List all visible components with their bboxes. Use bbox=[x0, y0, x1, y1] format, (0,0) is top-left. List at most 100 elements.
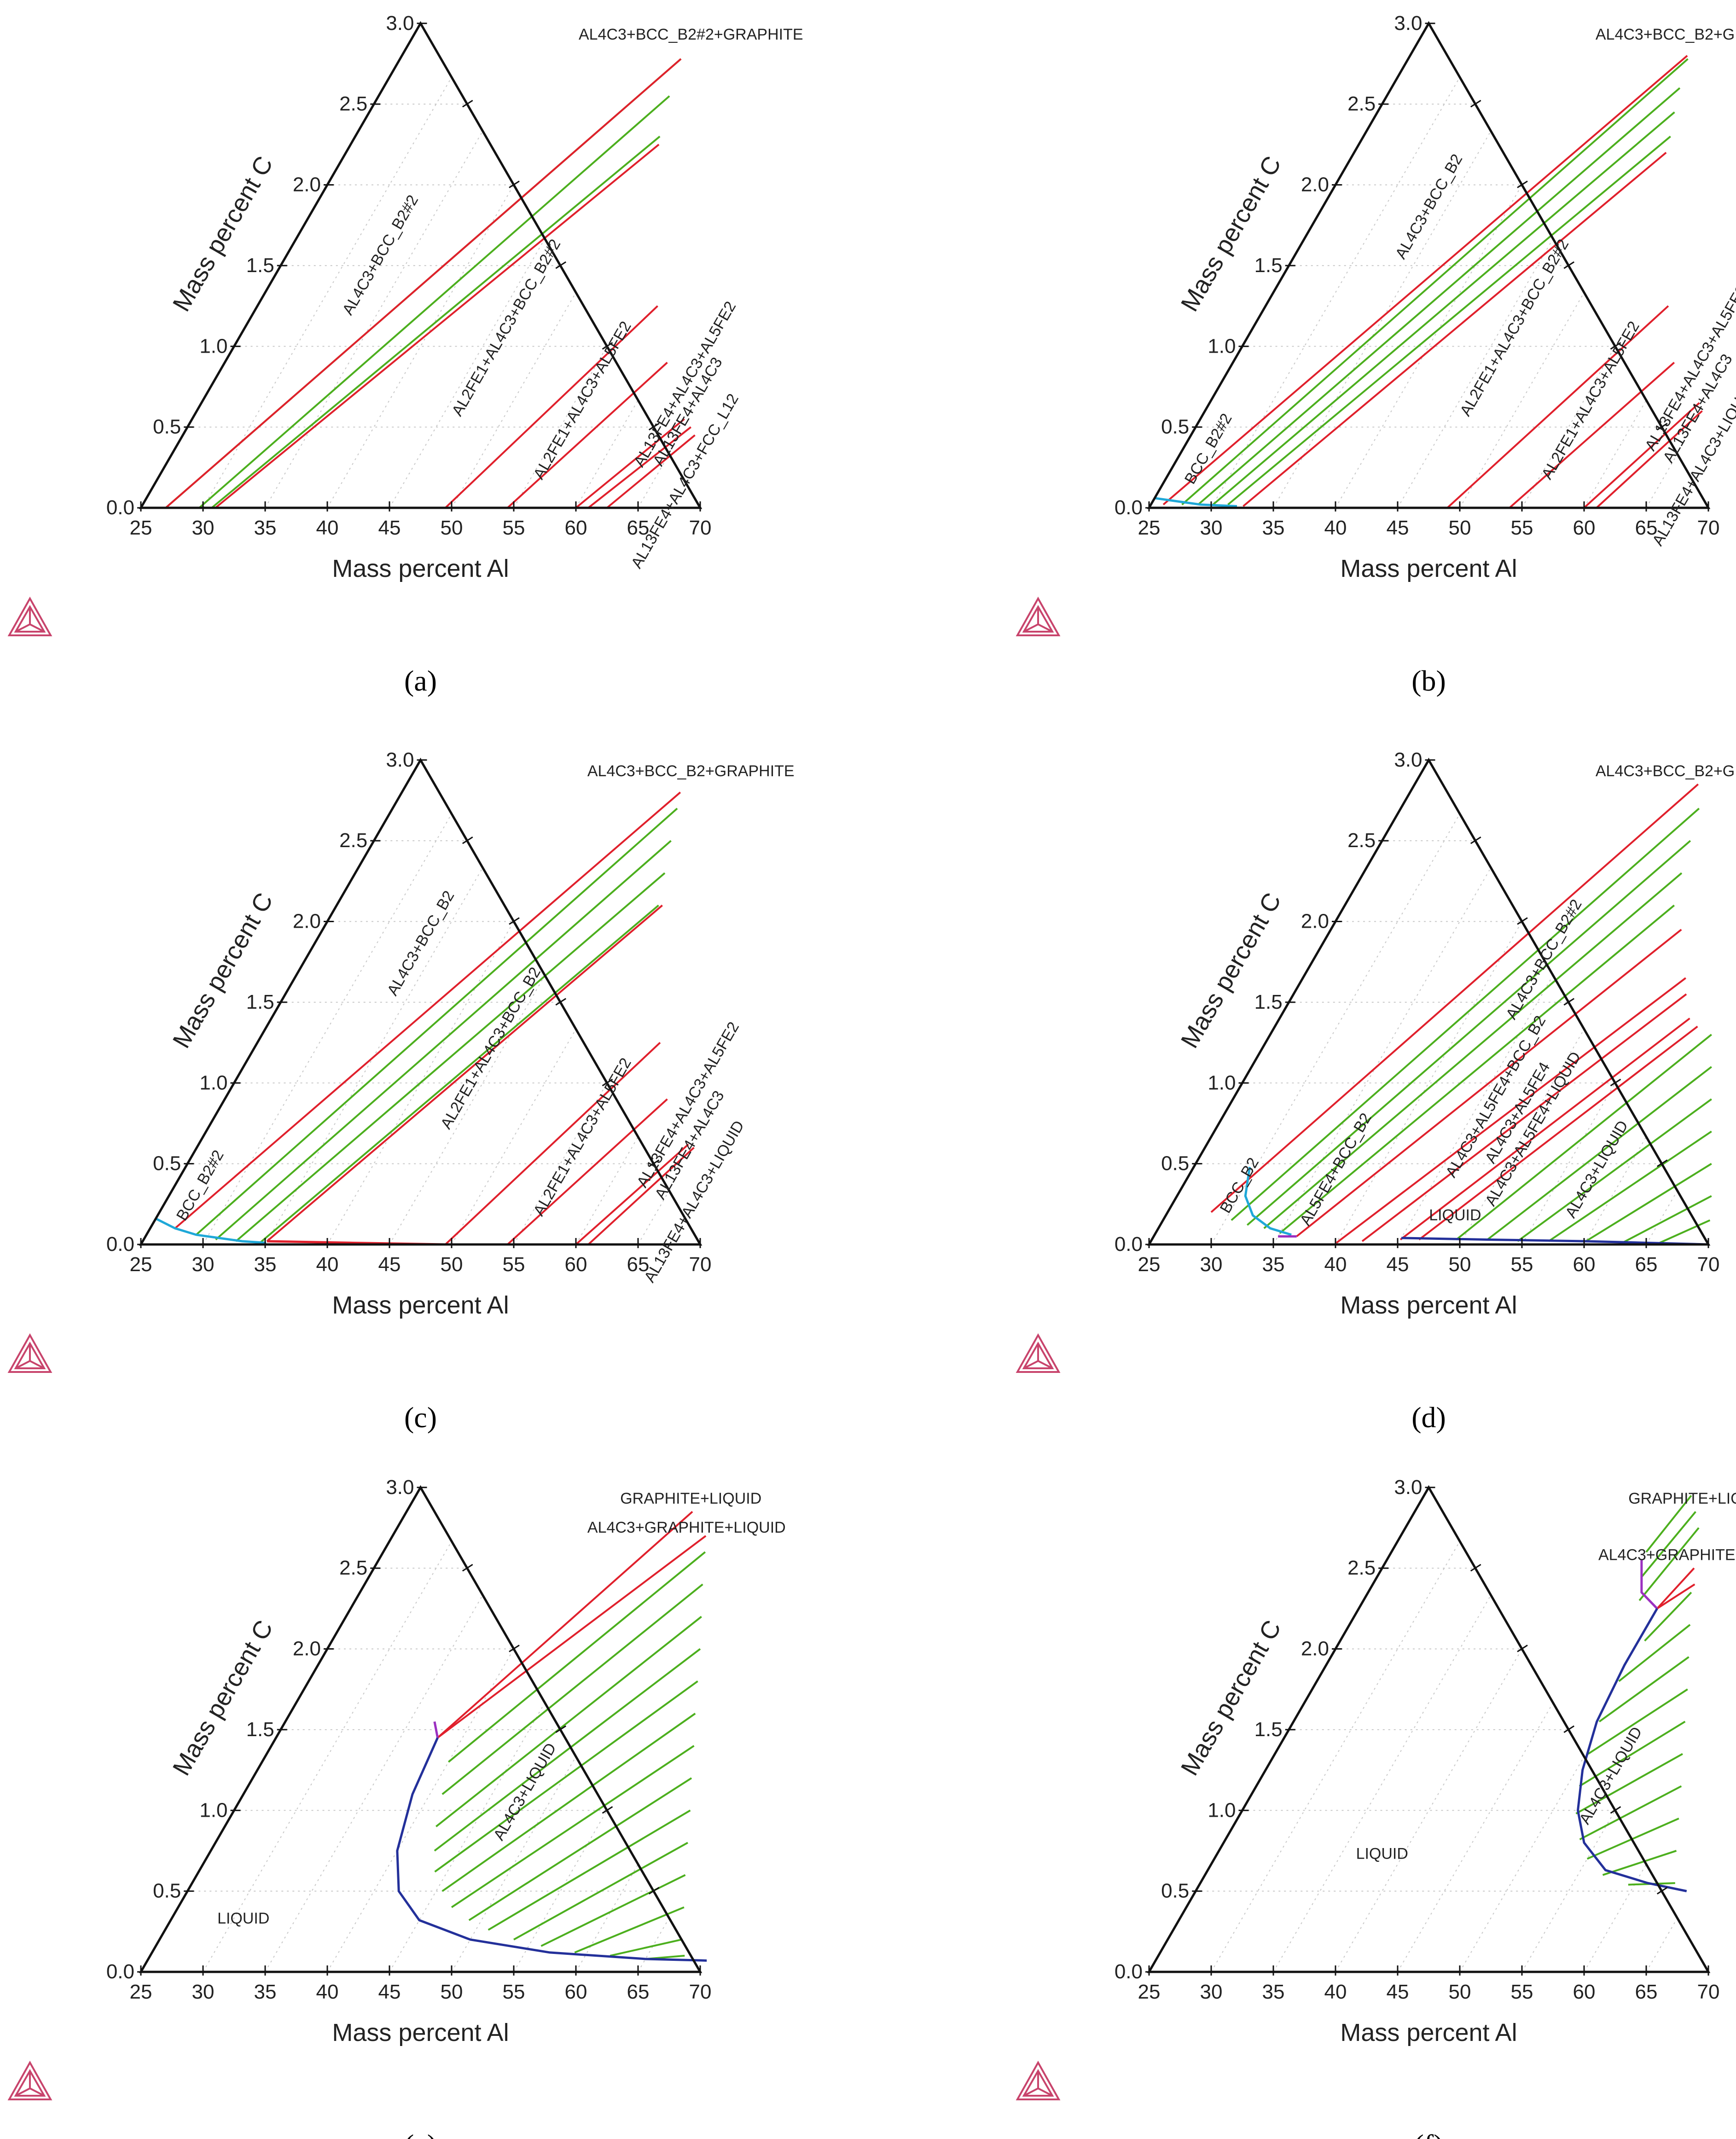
logo-spoke bbox=[1023, 1360, 1039, 1369]
annotation-label: AL2FE1+AL4C3+AL5FE2 bbox=[530, 1055, 635, 1219]
grid-line bbox=[265, 131, 483, 508]
logo-inner bbox=[1022, 604, 1054, 633]
three-phase-line bbox=[1162, 55, 1688, 506]
logo-inner bbox=[14, 604, 46, 633]
annotation-label: AL4C3+BCC_B2+GRAPHITE bbox=[1596, 762, 1736, 780]
right-tick-mark bbox=[602, 1078, 613, 1087]
phase-boundary-cyan bbox=[1154, 497, 1237, 507]
annotation-label: AL2FE1+AL4C3+BCC_B2 bbox=[437, 964, 544, 1132]
y-tick-label: 1.5 bbox=[246, 254, 274, 277]
y-tick-label: 0.5 bbox=[153, 416, 181, 438]
tieline bbox=[540, 1874, 686, 1947]
grid-line bbox=[1211, 1541, 1460, 1972]
x-tick-label: 70 bbox=[689, 517, 712, 539]
panel-caption: (b) bbox=[1411, 664, 1446, 697]
grid-line bbox=[265, 867, 483, 1245]
x-tick-label: 40 bbox=[316, 517, 339, 539]
x-tick-label: 30 bbox=[1200, 1981, 1223, 2003]
grid-line bbox=[1273, 1595, 1492, 1972]
annotation-label: AL4C3+GRAPHITE+LIQUID bbox=[1598, 1546, 1736, 1564]
tieline bbox=[195, 808, 678, 1236]
grid-line bbox=[265, 1595, 483, 1972]
annotation-label: LIQUID bbox=[1356, 1845, 1408, 1862]
grid-line bbox=[1459, 1756, 1585, 1972]
y-tick-label: 3.0 bbox=[1394, 12, 1422, 35]
grid bbox=[187, 77, 670, 508]
x-tick-label: 50 bbox=[441, 1253, 463, 1276]
x-tick-label: 60 bbox=[1573, 1981, 1596, 2003]
grid-line bbox=[1521, 346, 1616, 508]
panel-caption: (c) bbox=[404, 1401, 437, 1434]
annotation-label: AL2FE1+AL4C3+AL5FE2 bbox=[1538, 318, 1643, 482]
right-tick-mark bbox=[648, 1887, 660, 1895]
x-tick-label: 60 bbox=[565, 517, 587, 539]
x-tick-label: 40 bbox=[1324, 1253, 1347, 1276]
y-tick-label: 2.0 bbox=[293, 910, 321, 933]
grid-line bbox=[1335, 921, 1522, 1245]
x-tick-label: 55 bbox=[503, 1253, 525, 1276]
x-tick-label: 50 bbox=[441, 1981, 463, 2003]
tieline-group bbox=[1638, 1495, 1700, 1601]
right-tick-mark bbox=[1610, 342, 1621, 350]
y-tick-label: 0.0 bbox=[106, 496, 134, 519]
three-phase-group bbox=[1210, 783, 1699, 1244]
three-phase-line bbox=[1509, 361, 1675, 509]
three-phase-group bbox=[1656, 1567, 1695, 1610]
grid-line bbox=[1273, 867, 1492, 1245]
grid bbox=[1196, 1541, 1678, 1972]
phase-boundary-cyan bbox=[1244, 1167, 1292, 1236]
right-tick-mark bbox=[1563, 1725, 1575, 1733]
tieline-group bbox=[195, 808, 678, 1244]
right-tick-mark bbox=[1656, 1887, 1668, 1895]
y-tick-label: 2.0 bbox=[1301, 174, 1329, 196]
tieline bbox=[211, 135, 661, 509]
x-tick-label: 65 bbox=[1635, 517, 1658, 539]
tieline bbox=[1231, 808, 1700, 1221]
three-phase-line bbox=[1242, 151, 1667, 507]
tieline bbox=[434, 1680, 698, 1873]
x-tick-label: 55 bbox=[503, 517, 525, 539]
panel-f: 25 30 35 40 45 50 55 60 65 70 0.0 0.5 1.0 1.5 2.0 2.5 3.… bbox=[1016, 1476, 1736, 2139]
grid-line bbox=[1646, 1918, 1678, 1972]
logo-spoke bbox=[29, 2087, 45, 2097]
annotation-label: AL4C3+GRAPHITE+LIQUID bbox=[587, 1519, 786, 1536]
grid-line bbox=[513, 1082, 608, 1245]
x-tick-label: 35 bbox=[254, 1253, 277, 1276]
right-tick-mark bbox=[555, 1725, 567, 1733]
annotation-label: GRAPHITE+LIQUID bbox=[620, 1490, 761, 1507]
x-tick-label: 50 bbox=[441, 517, 463, 539]
tieline bbox=[1586, 1817, 1679, 1860]
x-tick-label: 45 bbox=[378, 517, 401, 539]
y-tick-label: 0.5 bbox=[153, 1152, 181, 1175]
tieline bbox=[574, 1906, 685, 1953]
panel-a: 25 30 35 40 45 50 55 60 65 70 0.0 0.5 1.0 1.5 2.0 2.5 3.… bbox=[7, 12, 803, 697]
thermo-calc-logo-icon bbox=[7, 2060, 52, 2100]
annotation-label: AL4C3+BCC_B2 bbox=[384, 888, 458, 999]
thermo-calc-logo-icon bbox=[7, 1333, 52, 1373]
three-phase-line bbox=[437, 1511, 693, 1738]
logo-spoke bbox=[1023, 2087, 1039, 2097]
grid-line bbox=[389, 1702, 546, 1972]
logo-outer bbox=[1016, 2060, 1061, 2100]
tieline bbox=[441, 1713, 696, 1892]
logo-inner bbox=[14, 2069, 46, 2097]
grid-line bbox=[1397, 1702, 1554, 1972]
tieline bbox=[1659, 1219, 1711, 1244]
x-tick-label: 30 bbox=[192, 1253, 215, 1276]
tieline bbox=[1645, 1495, 1692, 1553]
tieline bbox=[1181, 58, 1689, 506]
logo-outer bbox=[7, 2060, 52, 2100]
right-tick-mark bbox=[1610, 1806, 1621, 1814]
annotation-label: AL4C3+BCC_B2#2 bbox=[339, 192, 422, 318]
annotation-label: AL4C3+BCC_B2 bbox=[1392, 151, 1466, 262]
three-phase-line bbox=[1446, 305, 1669, 509]
three-phase-group bbox=[174, 791, 695, 1245]
right-tick-mark bbox=[1656, 423, 1668, 430]
y-tick-label: 1.0 bbox=[199, 1799, 227, 1821]
tieline-group bbox=[1231, 808, 1700, 1234]
x-tick-label: 65 bbox=[627, 517, 650, 539]
panel-caption: (f) bbox=[1414, 2128, 1444, 2139]
tieline bbox=[235, 872, 666, 1242]
annotation-label: LIQUID bbox=[1429, 1206, 1481, 1224]
y-tick-label: 1.0 bbox=[1208, 335, 1236, 357]
